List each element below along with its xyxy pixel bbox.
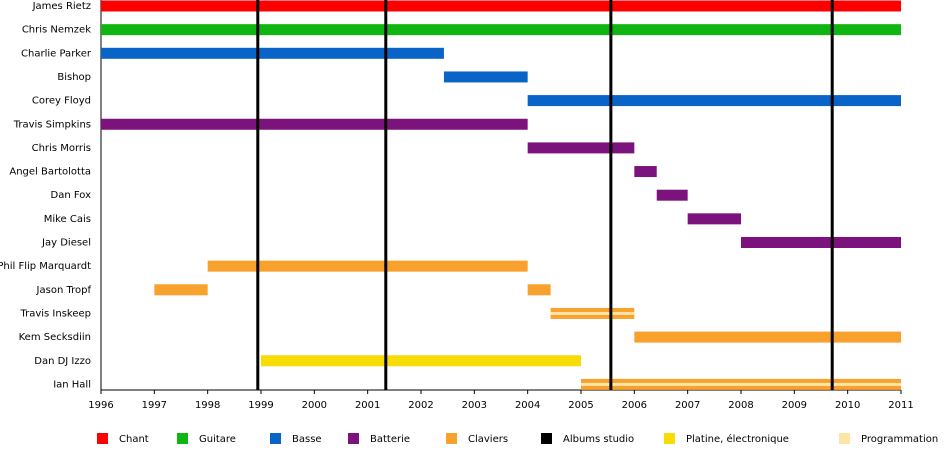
bar bbox=[101, 47, 444, 59]
bar bbox=[207, 260, 528, 272]
legend-swatch bbox=[270, 433, 281, 444]
x-tick-label: 1996 bbox=[88, 400, 113, 411]
x-tick-label: 2000 bbox=[302, 400, 327, 411]
member-label: Bishop bbox=[57, 72, 91, 83]
member-label: Chris Nemzek bbox=[22, 25, 91, 36]
member-label: Dan Fox bbox=[51, 190, 92, 201]
x-tick-label: 2001 bbox=[355, 400, 380, 411]
legend-swatch bbox=[177, 433, 188, 444]
legend-swatch bbox=[348, 433, 359, 444]
member-label: Dan DJ Izzo bbox=[34, 356, 91, 367]
member-label: Ian Hall bbox=[53, 379, 91, 390]
bar bbox=[101, 118, 528, 130]
bar bbox=[261, 355, 581, 367]
x-tick-label: 2011 bbox=[888, 400, 913, 411]
member-label: Jay Diesel bbox=[41, 238, 91, 249]
bar bbox=[634, 331, 901, 343]
bar bbox=[443, 71, 528, 83]
x-tick-label: 2010 bbox=[835, 400, 860, 411]
x-tick-label: 2004 bbox=[515, 400, 540, 411]
legend-label: Platine, électronique bbox=[686, 433, 789, 445]
member-label: Jason Tropf bbox=[36, 285, 92, 296]
bar bbox=[687, 213, 741, 225]
legend-swatch bbox=[541, 433, 552, 444]
bar bbox=[101, 0, 901, 12]
legend-label: Chant bbox=[119, 434, 149, 445]
member-label: Kem Secksdiin bbox=[19, 332, 91, 343]
bar bbox=[101, 24, 901, 36]
x-tick-label: 2005 bbox=[568, 400, 593, 411]
x-tick-label: 1997 bbox=[142, 400, 167, 411]
x-tick-label: 2006 bbox=[622, 400, 647, 411]
x-tick-label: 2009 bbox=[782, 400, 807, 411]
legend-swatch bbox=[664, 433, 675, 444]
member-label: Corey Floyd bbox=[32, 96, 91, 107]
bar bbox=[634, 166, 657, 178]
member-label: Chris Morris bbox=[32, 143, 91, 154]
member-label: Charlie Parker bbox=[21, 48, 92, 59]
legend-label: Batterie bbox=[370, 434, 410, 445]
bar bbox=[527, 95, 901, 107]
member-label: James Rietz bbox=[32, 1, 91, 12]
bar bbox=[527, 284, 551, 296]
x-tick-label: 1998 bbox=[195, 400, 220, 411]
x-tick-label: 2008 bbox=[728, 400, 753, 411]
legend-label: Programmation bbox=[861, 434, 938, 445]
bar-stripe bbox=[550, 311, 635, 315]
bar bbox=[656, 189, 688, 201]
legend-swatch bbox=[97, 433, 108, 444]
bar bbox=[527, 142, 635, 154]
x-tick-label: 2002 bbox=[408, 400, 433, 411]
x-tick-label: 2007 bbox=[675, 400, 700, 411]
member-label: Travis Simpkins bbox=[13, 119, 91, 130]
bar bbox=[154, 284, 208, 296]
member-label: Phil Flip Marquardt bbox=[0, 261, 91, 272]
bar bbox=[741, 237, 901, 248]
member-label: Angel Bartolotta bbox=[9, 167, 91, 178]
legend-swatch bbox=[839, 433, 850, 444]
bar-stripe bbox=[581, 382, 901, 386]
legend-label: Claviers bbox=[468, 434, 508, 445]
legend-label: Albums studio bbox=[563, 434, 634, 445]
legend-label: Basse bbox=[292, 434, 322, 445]
member-label: Mike Cais bbox=[44, 214, 91, 225]
legend-swatch bbox=[446, 433, 457, 444]
member-label: Travis Inskeep bbox=[19, 308, 91, 319]
x-tick-label: 2003 bbox=[462, 400, 487, 411]
x-tick-label: 1999 bbox=[248, 400, 273, 411]
legend-label: Guitare bbox=[199, 434, 236, 445]
